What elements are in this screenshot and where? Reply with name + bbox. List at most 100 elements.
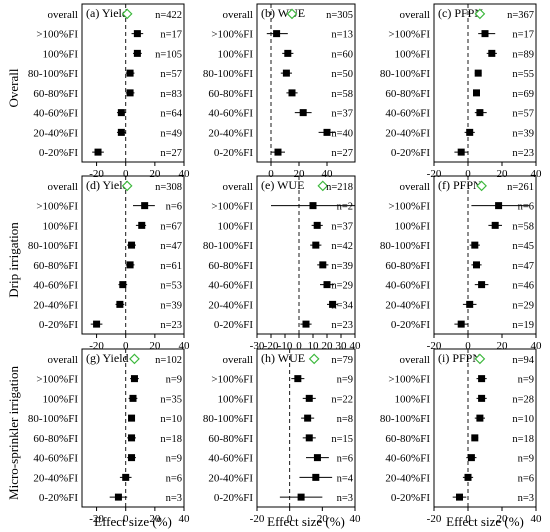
panel-title: (g) Yield	[86, 351, 129, 365]
effect-size-marker	[495, 202, 503, 210]
category-label: 20-40%FI	[33, 472, 78, 484]
sample-size-label: n=79	[331, 355, 353, 366]
effect-size-marker	[130, 375, 138, 383]
category-label: 0-20%FI	[391, 147, 430, 159]
category-label: 20-40%FI	[33, 127, 78, 139]
effect-size-marker	[299, 109, 307, 117]
plot-frame	[256, 175, 356, 335]
overall-label: overall	[47, 354, 78, 366]
plot-frame	[256, 3, 356, 163]
category-label: >100%FI	[388, 374, 430, 386]
plot-frame	[433, 175, 537, 335]
sample-size-label: n=29	[512, 300, 534, 311]
x-tick-label: 20	[497, 340, 509, 352]
effect-size-marker	[304, 414, 312, 422]
category-label: 0-20%FI	[391, 492, 430, 504]
category-label: 60-80%FI	[385, 433, 430, 445]
sample-size-label: n=58	[512, 221, 534, 232]
sample-size-label: n=61	[160, 261, 182, 272]
sample-size-label: n=17	[160, 30, 182, 41]
overall-effect-marker	[129, 353, 140, 365]
x-axis-label: Effect size (%)	[94, 514, 172, 529]
effect-size-marker	[297, 493, 305, 501]
category-label: 100%FI	[218, 48, 254, 60]
sample-size-label: n=6	[518, 473, 534, 484]
category-label: 40-60%FI	[33, 108, 78, 120]
effect-size-marker	[313, 454, 321, 462]
category-label: 0-20%FI	[39, 319, 78, 331]
category-label: 20-40%FI	[33, 299, 78, 311]
x-tick-label: 0	[287, 513, 293, 525]
plot-frame	[256, 348, 356, 508]
effect-size-marker	[116, 300, 124, 308]
category-label: 100%FI	[218, 220, 254, 232]
category-label: 40-60%FI	[33, 280, 78, 292]
sample-size-label: n=9	[518, 454, 534, 465]
category-label: 20-40%FI	[208, 127, 253, 139]
plot-frame	[433, 3, 537, 163]
effect-size-marker	[473, 261, 480, 269]
x-tick-label: 20	[322, 340, 334, 352]
category-label: 100%FI	[43, 48, 79, 60]
sample-size-label: n=46	[512, 281, 534, 292]
sample-size-label: n=58	[331, 89, 353, 100]
overall-effect-marker	[474, 8, 486, 20]
effect-size-marker	[305, 434, 313, 442]
x-tick-label: 20	[149, 513, 161, 525]
category-label: 80-100%FI	[28, 413, 78, 425]
effect-size-marker	[473, 89, 480, 97]
x-tick-label: 40	[179, 168, 191, 180]
x-tick-label: 20	[317, 513, 329, 525]
overall-label: overall	[399, 9, 430, 21]
x-tick-label: -20	[427, 513, 442, 525]
x-tick-label: 40	[179, 513, 191, 525]
effect-size-marker	[471, 241, 479, 249]
sample-size-label: n=15	[331, 434, 353, 445]
category-label: 20-40%FI	[385, 472, 430, 484]
sample-size-label: n=89	[512, 49, 534, 60]
plot-frame	[81, 348, 185, 508]
sample-size-label: n=60	[331, 49, 353, 60]
effect-size-marker	[128, 414, 136, 422]
sample-size-label: n=47	[512, 261, 534, 272]
sample-size-label: n=8	[337, 414, 353, 425]
sample-size-label: n=37	[331, 109, 353, 120]
row-label: Overall	[6, 68, 21, 107]
category-label: 0-20%FI	[391, 319, 430, 331]
overall-label: overall	[222, 354, 253, 366]
category-label: 100%FI	[395, 48, 431, 60]
category-label: 100%FI	[43, 220, 79, 232]
panel-title: (b) WUE	[261, 6, 305, 20]
category-label: 40-60%FI	[208, 108, 253, 120]
overall-label: overall	[47, 9, 78, 21]
effect-size-marker	[323, 281, 331, 289]
overall-effect-marker	[286, 8, 298, 20]
effect-size-marker	[319, 261, 327, 269]
effect-size-marker	[474, 69, 482, 77]
sample-size-label: n=6	[166, 473, 182, 484]
sample-size-label: n=47	[160, 241, 182, 252]
x-tick-label: 40	[531, 168, 543, 180]
sample-size-label: n=19	[512, 320, 534, 331]
category-label: 80-100%FI	[380, 68, 430, 80]
sample-size-label: n=28	[512, 394, 534, 405]
sample-size-label: n=94	[512, 355, 534, 366]
effect-size-marker	[128, 241, 136, 249]
effect-size-marker	[471, 434, 479, 442]
sample-size-label: n=22	[331, 394, 353, 405]
category-label: 80-100%FI	[380, 413, 430, 425]
x-tick-label: 0	[123, 513, 129, 525]
panel-title: (a) Yield	[86, 6, 128, 20]
effect-size-marker	[466, 128, 474, 136]
sample-size-label: n=6	[166, 202, 182, 213]
x-tick-label: -20	[427, 168, 442, 180]
effect-size-marker	[456, 493, 463, 501]
plot-frame	[81, 175, 185, 335]
sample-size-label: n=39	[160, 300, 182, 311]
effect-size-marker	[133, 49, 141, 57]
x-tick-label: 30	[336, 340, 348, 352]
category-label: 20-40%FI	[208, 299, 253, 311]
sample-size-label: n=6	[337, 454, 353, 465]
category-label: 80-100%FI	[203, 240, 253, 252]
effect-size-marker	[313, 221, 321, 229]
